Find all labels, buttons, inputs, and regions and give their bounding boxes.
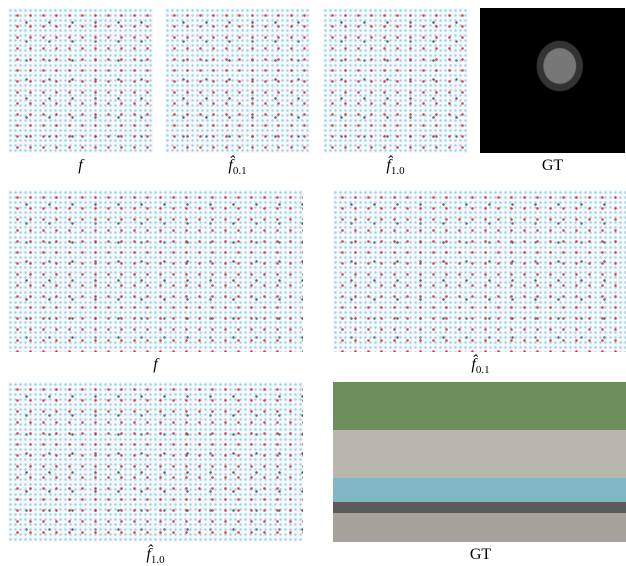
panel-label: f [8, 356, 303, 374]
label-symbol: f [78, 157, 82, 174]
label-subscript: 0.1 [476, 364, 490, 376]
panel-image [8, 8, 153, 153]
panel-image [8, 382, 303, 542]
panel-image [165, 8, 310, 153]
label-subscript: 0.1 [233, 165, 247, 177]
figure: f f̂0.1 f̂1.0 GT f f̂0.1 f̂1.0 GT [0, 0, 626, 564]
label-subscript: 1.0 [151, 554, 165, 566]
label-symbol: f [153, 356, 157, 373]
panel-label: f̂1.0 [8, 546, 303, 566]
panel-label: f̂0.1 [333, 356, 626, 376]
panel-image [323, 8, 468, 153]
panel-label: f̂0.1 [165, 157, 310, 177]
panel-image [333, 382, 626, 542]
panel-label: GT [480, 157, 625, 175]
panel-image [480, 8, 625, 153]
panel-label: GT [333, 546, 626, 564]
label-symbol: GT [470, 546, 491, 563]
panel-image [333, 190, 626, 352]
panel-label: f [8, 157, 153, 175]
label-symbol: GT [542, 157, 563, 174]
label-subscript: 1.0 [391, 165, 405, 177]
panel-image [8, 190, 303, 352]
panel-label: f̂1.0 [323, 157, 468, 177]
